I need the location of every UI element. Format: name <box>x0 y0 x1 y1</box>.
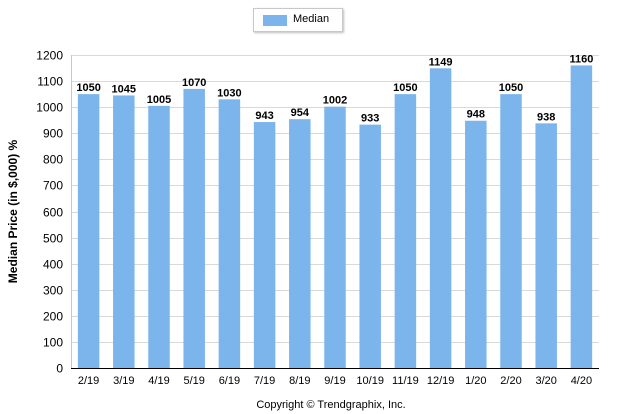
y-tick-label: 1200 <box>36 49 63 63</box>
x-tick-label: 6/19 <box>219 375 240 387</box>
bar <box>535 123 557 368</box>
x-tick-label: 11/19 <box>392 375 419 387</box>
data-label: 1002 <box>323 95 347 107</box>
x-tick-label: 4/19 <box>148 375 169 387</box>
bar <box>570 65 593 368</box>
y-tick-label: 300 <box>43 284 63 298</box>
legend: Median <box>253 8 343 32</box>
bar <box>218 99 241 368</box>
bar <box>289 119 311 368</box>
bar <box>253 122 276 368</box>
x-tick-label: 2/19 <box>78 375 99 387</box>
bar <box>77 94 100 368</box>
x-tick-label: 5/19 <box>183 375 204 387</box>
y-tick-label: 0 <box>56 362 63 376</box>
y-tick-label: 900 <box>43 127 63 141</box>
x-tick-label: 4/20 <box>571 375 592 387</box>
data-label: 954 <box>291 107 310 119</box>
x-tick-labels: 2/19 3/19 4/19 5/19 6/19 7/19 8/19 9/19 10/19 11/… <box>78 375 592 387</box>
x-tick-label: 1/20 <box>465 375 486 387</box>
y-tick-label: 200 <box>43 310 63 324</box>
y-tick-label: 1000 <box>36 101 63 115</box>
y-tick-label: 500 <box>43 232 63 246</box>
bar <box>324 106 346 369</box>
x-tick-label: 2/20 <box>500 375 521 387</box>
legend-swatch <box>263 15 287 26</box>
y-tick-label: 600 <box>43 206 63 220</box>
data-label: 1050 <box>393 82 417 94</box>
bar <box>148 105 170 369</box>
y-tick-label: 100 <box>43 336 63 350</box>
x-tick-label: 10/19 <box>356 375 384 387</box>
data-label: 938 <box>537 111 555 123</box>
bar <box>429 68 452 369</box>
data-label: 948 <box>467 109 485 121</box>
y-tick-label: 400 <box>43 258 63 272</box>
x-tick-label: 12/19 <box>427 375 455 387</box>
copyright-text: Copyright © Trendgraphix, Inc. <box>256 399 405 411</box>
x-tick-label: 3/19 <box>113 375 134 387</box>
y-tick-label: 700 <box>43 179 63 193</box>
y-tick-labels: 0 100 200 300 400 500 600 700 800 900 1000 1100 1200 <box>36 49 63 376</box>
bar <box>183 88 205 369</box>
bars <box>77 65 593 369</box>
data-label: 943 <box>255 110 273 122</box>
x-tick-label: 7/19 <box>254 375 275 387</box>
x-tick-label: 3/20 <box>535 375 556 387</box>
x-tick-label: 9/19 <box>324 375 345 387</box>
bar <box>113 95 135 368</box>
y-axis-title: Median Price (in $,000) % <box>6 139 20 283</box>
data-label: 1160 <box>569 53 593 65</box>
data-label: 1070 <box>182 77 206 89</box>
data-labels: 1050 1045 1005 1070 1030 943 954 1002 933 1050 114… <box>76 53 593 124</box>
data-label: 933 <box>361 113 379 125</box>
x-tick-label: 8/19 <box>289 375 310 387</box>
bar <box>359 124 381 368</box>
bar <box>500 94 522 368</box>
data-label: 1050 <box>499 82 523 94</box>
data-label: 1045 <box>112 83 136 95</box>
data-label: 1050 <box>76 82 100 94</box>
bar <box>465 120 487 368</box>
y-tick-label: 1100 <box>37 75 63 89</box>
legend-label-median: Median <box>293 13 330 25</box>
data-label: 1005 <box>147 94 171 106</box>
y-tick-label: 800 <box>43 153 63 167</box>
bar <box>394 94 417 368</box>
data-label: 1149 <box>429 56 453 68</box>
data-label: 1030 <box>217 87 241 99</box>
